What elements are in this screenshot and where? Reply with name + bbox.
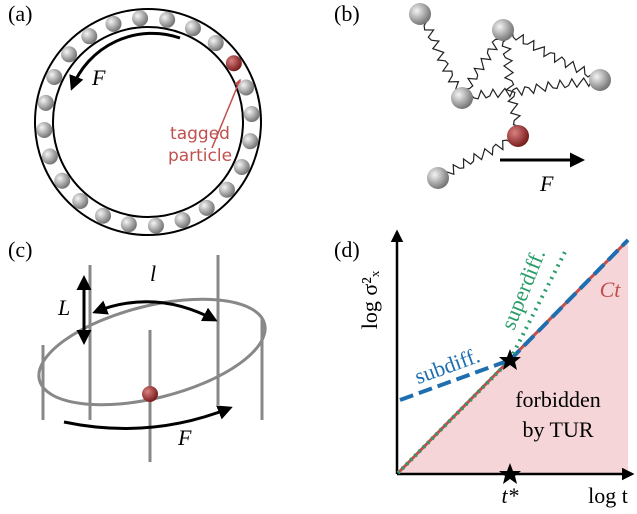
spring [462, 30, 503, 98]
panel-b: (b) F [334, 1, 611, 196]
ring-inner [53, 27, 243, 217]
panel-label: (a) [8, 1, 32, 26]
particle [238, 79, 254, 95]
particle [72, 193, 88, 209]
particle [234, 159, 250, 175]
particle [185, 20, 201, 36]
particle [242, 133, 258, 149]
particle [507, 125, 529, 147]
spring [503, 30, 600, 81]
force-label: F [539, 171, 554, 196]
force-label: F [91, 65, 106, 90]
spring [438, 136, 518, 178]
panel-a: (a) F tagged particle [8, 1, 261, 235]
particle [219, 182, 235, 198]
ring-outer [35, 9, 261, 235]
y-axis-label: log σ²ₓ [357, 270, 382, 329]
particle [409, 3, 431, 25]
spring [502, 30, 522, 136]
particle [199, 200, 215, 216]
spring [420, 14, 462, 98]
particle [451, 87, 473, 109]
particle [121, 216, 137, 232]
particle [46, 69, 62, 85]
particle [105, 16, 121, 32]
particle [226, 55, 242, 71]
particle [81, 28, 97, 44]
line-label: Ct [600, 277, 622, 302]
particle [38, 95, 54, 111]
panel-label: (d) [334, 237, 360, 262]
tagged-particle [142, 386, 158, 402]
particle [148, 218, 164, 234]
panel-label: (b) [334, 1, 360, 26]
panel-label: (c) [8, 237, 32, 262]
particle [427, 167, 449, 189]
spacing-label: L [57, 295, 70, 320]
annotation: particle [168, 146, 232, 166]
length-label: l [150, 261, 156, 286]
particle [208, 35, 224, 51]
particle [42, 149, 58, 165]
region-label: by TUR [522, 417, 593, 442]
panel-c: (c) l L F [8, 237, 276, 462]
particle [492, 19, 514, 41]
particle [132, 10, 148, 26]
x-axis-label: log t [588, 483, 628, 508]
force-label: F [177, 425, 192, 450]
particle [589, 69, 611, 91]
panel-d: (d) log σ²ₓ log t Ct superdiff. subdiff.… [334, 232, 632, 508]
particle [244, 106, 260, 122]
spring [462, 78, 600, 99]
region-label: forbidden [515, 387, 601, 412]
particle [54, 173, 70, 189]
particle [175, 212, 191, 228]
annotation: tagged [170, 124, 230, 144]
figure: (a) F tagged particle (b) F (c) l L F [0, 0, 637, 514]
curve-label: superdiff. [495, 245, 550, 333]
particle [159, 12, 175, 28]
particle [36, 122, 52, 138]
particle [61, 46, 77, 62]
particle [95, 208, 111, 224]
posts [43, 255, 262, 462]
marker-label: t* [501, 483, 518, 508]
